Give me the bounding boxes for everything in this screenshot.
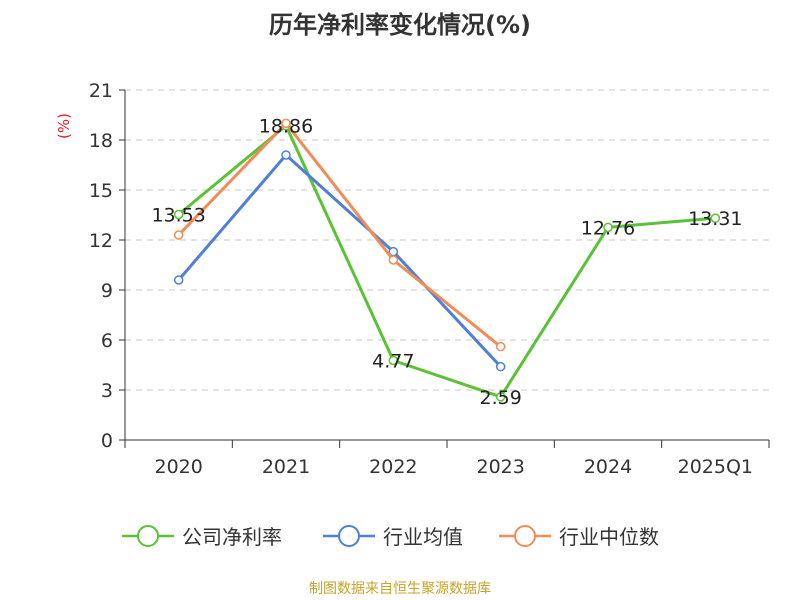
- data-point-s3-2022[interactable]: [388, 255, 399, 265]
- legend[interactable]: 公司净利率 行业均值 行业中位数: [122, 525, 659, 549]
- legend-item-2[interactable]: 行业均值: [323, 525, 463, 549]
- data-point-s2-2023[interactable]: [495, 361, 506, 372]
- y-tick-label-12: 12: [89, 230, 113, 252]
- y-tick-label-0: 0: [101, 430, 113, 452]
- chart-title: 历年净利率变化情况(%): [269, 11, 531, 39]
- x-tick-label-2024: 2024: [584, 456, 632, 478]
- y-tick-label-9: 9: [101, 280, 113, 302]
- grid-lines: [125, 89, 769, 391]
- data-label-2024: 12.76: [581, 217, 635, 239]
- data-label-2025Q1: 13.31: [688, 208, 742, 230]
- axes: 0 3 6 9 12 15 18 21 2020 2021 2022 2023 2024 2025Q1: [89, 80, 770, 478]
- series-line-1: [177, 124, 716, 399]
- x-tick-label-2023: 2023: [476, 456, 524, 478]
- data-point-s1-2022[interactable]: [388, 355, 399, 366]
- y-tick-label-3: 3: [101, 380, 113, 402]
- data-label-2021: 18.86: [259, 116, 313, 138]
- x-tick-label-2020: 2020: [154, 456, 202, 478]
- legend-marker-1: [137, 525, 159, 547]
- data-point-s3-2023[interactable]: [495, 341, 506, 352]
- x-tick-label-2021: 2021: [262, 456, 310, 478]
- series-layer: [173, 118, 721, 402]
- x-tick-label-2022: 2022: [369, 456, 417, 478]
- legend-label-2: 行业均值: [383, 525, 463, 549]
- series-2: [173, 150, 506, 372]
- data-point-s3-2020[interactable]: [173, 230, 184, 240]
- series-line-3: [177, 121, 502, 348]
- data-point-s2-2020[interactable]: [173, 275, 184, 285]
- y-axis-label: (%): [55, 113, 73, 139]
- data-point-s1-2024[interactable]: [603, 222, 613, 233]
- y-tick-label-15: 15: [89, 180, 113, 202]
- data-label-2022: 4.77: [372, 351, 414, 373]
- series-1: [173, 120, 721, 402]
- series-3: [173, 118, 506, 352]
- data-point-s1-2023[interactable]: [495, 392, 506, 402]
- legend-label-3: 行业中位数: [559, 525, 659, 549]
- legend-label-1: 公司净利率: [182, 525, 282, 549]
- x-tick-label-2025Q1: 2025Q1: [678, 456, 753, 478]
- y-tick-label-6: 6: [101, 330, 113, 352]
- data-point-s1-2020[interactable]: [173, 209, 184, 220]
- legend-item-1[interactable]: 公司净利率: [122, 525, 282, 549]
- data-labels: 13.53 18.86 4.77 2.59 12.76 13.31: [151, 116, 742, 409]
- series-line-2: [177, 153, 502, 368]
- data-label-2020: 13.53: [151, 205, 205, 227]
- legend-marker-2: [338, 525, 360, 547]
- data-label-2023: 2.59: [480, 387, 522, 409]
- legend-marker-3: [514, 525, 536, 547]
- source-note: 制图数据来自恒生聚源数据库: [309, 581, 491, 597]
- y-tick-label-18: 18: [89, 130, 113, 152]
- y-tick-label-21: 21: [89, 80, 113, 102]
- data-point-s3-2021[interactable]: [281, 118, 291, 129]
- data-point-s1-2025Q1[interactable]: [710, 213, 721, 223]
- legend-item-3[interactable]: 行业中位数: [499, 525, 659, 549]
- data-point-s2-2021[interactable]: [281, 150, 291, 160]
